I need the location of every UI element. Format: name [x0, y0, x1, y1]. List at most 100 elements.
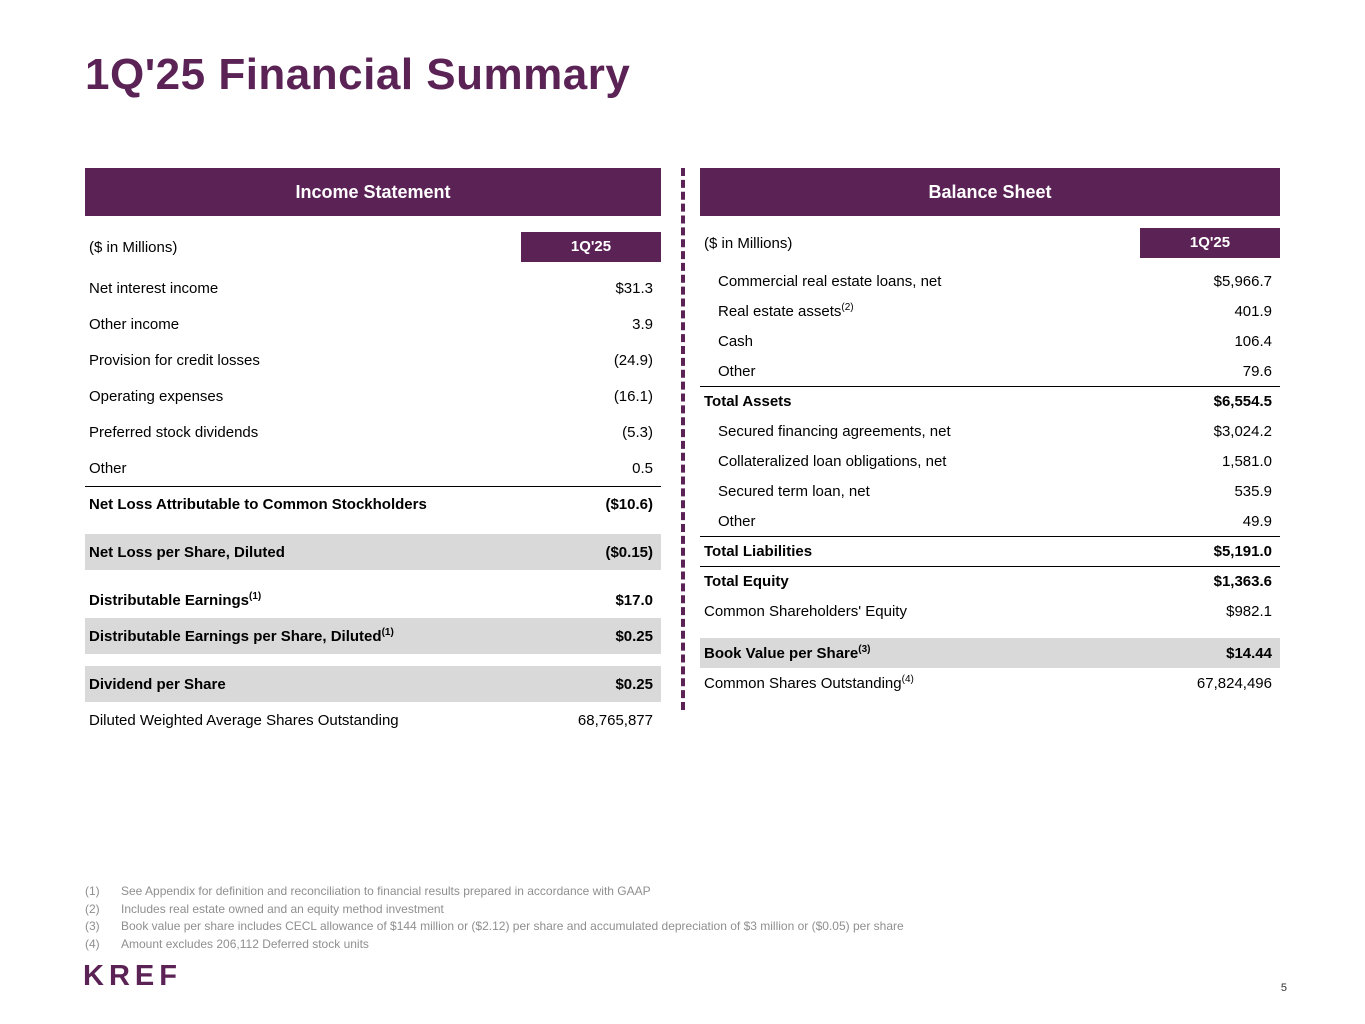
period-label: 1Q'25	[1140, 228, 1280, 258]
table-row: Other 79.6	[700, 356, 1280, 386]
row-value: $6,554.5	[1213, 393, 1272, 410]
row-label: Common Shareholders' Equity	[704, 602, 907, 620]
row-label: Preferred stock dividends	[89, 423, 259, 441]
table-row: Real estate assets(2) 401.9	[700, 296, 1280, 326]
footnote-marker: (3)	[858, 643, 871, 655]
footnote-marker: (1)	[381, 626, 394, 638]
row-value: $1,363.6	[1213, 573, 1272, 590]
unit-label: ($ in Millions)	[704, 234, 793, 252]
row-value: 106.4	[1234, 332, 1272, 350]
table-row: Common Shares Outstanding(4) 67,824,496	[700, 668, 1280, 698]
footnote-text: Amount excludes 206,112 Deferred stock u…	[121, 936, 369, 951]
row-value: 49.9	[1242, 512, 1272, 530]
table-row: Cash 106.4	[700, 326, 1280, 356]
footnote-marker: (4)	[901, 673, 914, 685]
row-value: $14.44	[1226, 644, 1272, 662]
row-label: Secured term loan, net	[718, 482, 870, 500]
row-value: $5,191.0	[1213, 543, 1272, 560]
row-label: Diluted Weighted Average Shares Outstand…	[89, 711, 399, 729]
balance-sheet-table: Balance Sheet ($ in Millions) 1Q'25 Comm…	[700, 168, 1280, 698]
footnote-marker: (1)	[249, 590, 262, 602]
table-row: Commercial real estate loans, net $5,966.…	[700, 266, 1280, 296]
row-label: Operating expenses	[89, 387, 224, 405]
row-label: Secured financing agreements, net	[718, 422, 951, 440]
row-value: 0.5	[632, 459, 653, 477]
page-number: 5	[1280, 982, 1287, 994]
page-title: 1Q'25 Financial Summary	[85, 50, 631, 99]
footnote-text: Book value per share includes CECL allow…	[121, 919, 904, 933]
row-label: Distributable Earnings(1)	[89, 590, 262, 609]
table-row: Distributable Earnings(1) $17.0	[85, 582, 661, 618]
row-value: $982.1	[1226, 602, 1272, 620]
footnote-number: (2)	[85, 901, 100, 916]
table-row: Operating expenses (16.1)	[85, 378, 661, 414]
table-row: Total Assets $6,554.5	[700, 386, 1280, 416]
dashed-divider	[681, 168, 685, 710]
table-row: Other 49.9	[700, 506, 1280, 536]
table-row: Secured term loan, net 535.9	[700, 476, 1280, 506]
row-label: Real estate assets(2)	[718, 301, 854, 320]
row-label: Other	[718, 362, 756, 380]
table-row: Provision for credit losses (24.9)	[85, 342, 661, 378]
table-row: Collateralized loan obligations, net 1,58…	[700, 446, 1280, 476]
table-row: Other income 3.9	[85, 306, 661, 342]
footnote: (4) Amount excludes 206,112 Deferred stoc…	[85, 936, 1085, 954]
row-value: 3.9	[632, 315, 653, 333]
row-label: Distributable Earnings per Share, Dilute…	[89, 626, 394, 645]
row-value: (24.9)	[613, 351, 653, 369]
table-row: Net Loss Attributable to Common Stockhol…	[85, 486, 661, 522]
row-label: Net Loss Attributable to Common Stockhol…	[89, 496, 427, 513]
balance-sheet-title: Balance Sheet	[700, 168, 1280, 216]
row-label: Other	[718, 512, 756, 530]
income-statement-rows: Net interest income $31.3 Other income 3.9 P…	[85, 270, 661, 738]
row-label: Collateralized loan obligations, net	[718, 452, 947, 470]
row-value: 68,765,877	[577, 711, 653, 729]
table-row: Distributable Earnings per Share, Dilute…	[85, 618, 661, 654]
table-row: Preferred stock dividends (5.3)	[85, 414, 661, 450]
row-value: 67,824,496	[1196, 674, 1272, 692]
kref-logo: KREF	[83, 960, 182, 992]
income-statement-table: Income Statement ($ in Millions) 1Q'25 N…	[85, 168, 661, 738]
row-value: $3,024.2	[1213, 422, 1272, 440]
income-statement-title: Income Statement	[85, 168, 661, 216]
row-value: $31.3	[615, 279, 653, 297]
row-label: Provision for credit losses	[89, 351, 260, 369]
footnote-text: Includes real estate owned and an equity…	[121, 901, 444, 916]
period-label: 1Q'25	[521, 232, 661, 262]
row-value: (5.3)	[622, 423, 653, 441]
footnote-number: (4)	[85, 936, 100, 951]
table-row: Secured financing agreements, net $3,024.…	[700, 416, 1280, 446]
footnote: (2) Includes real estate owned and an equ…	[85, 901, 1085, 919]
balance-sheet-rows: Commercial real estate loans, net $5,966.…	[700, 266, 1280, 698]
row-label: Net Loss per Share, Diluted	[89, 543, 285, 561]
row-label: Dividend per Share	[89, 675, 226, 693]
row-value: 535.9	[1234, 482, 1272, 500]
table-row: Net Loss per Share, Diluted ($0.15)	[85, 534, 661, 570]
unit-label: ($ in Millions)	[89, 238, 178, 256]
table-row: Other 0.5	[85, 450, 661, 486]
income-statement-column-header: ($ in Millions) 1Q'25	[85, 232, 661, 262]
footnote-number: (1)	[85, 884, 100, 898]
row-value: 1,581.0	[1221, 452, 1272, 470]
footnote-text: See Appendix for definition and reconcil…	[121, 884, 651, 898]
row-value: $0.25	[615, 675, 653, 693]
footnote: (1) See Appendix for definition and recon…	[85, 883, 1085, 901]
row-value: ($10.6)	[605, 496, 653, 513]
row-label: Net interest income	[89, 279, 219, 297]
table-row: Book Value per Share(3) $14.44	[700, 638, 1280, 668]
row-label: Book Value per Share(3)	[704, 643, 871, 662]
row-value: $5,966.7	[1213, 272, 1272, 290]
row-label: Cash	[718, 332, 754, 350]
row-label: Total Equity	[704, 573, 789, 590]
row-value: 79.6	[1242, 362, 1272, 380]
row-label: Other	[89, 459, 127, 477]
table-row: Diluted Weighted Average Shares Outstand…	[85, 702, 661, 738]
row-value: $17.0	[615, 591, 653, 609]
footnote: (3) Book value per share includes CECL al…	[85, 918, 1085, 936]
row-label: Commercial real estate loans, net	[718, 272, 942, 290]
footnotes: (1) See Appendix for definition and recon…	[85, 883, 1085, 953]
row-value: ($0.15)	[605, 543, 653, 561]
row-label: Total Liabilities	[704, 543, 813, 560]
row-label: Common Shares Outstanding(4)	[704, 673, 914, 692]
